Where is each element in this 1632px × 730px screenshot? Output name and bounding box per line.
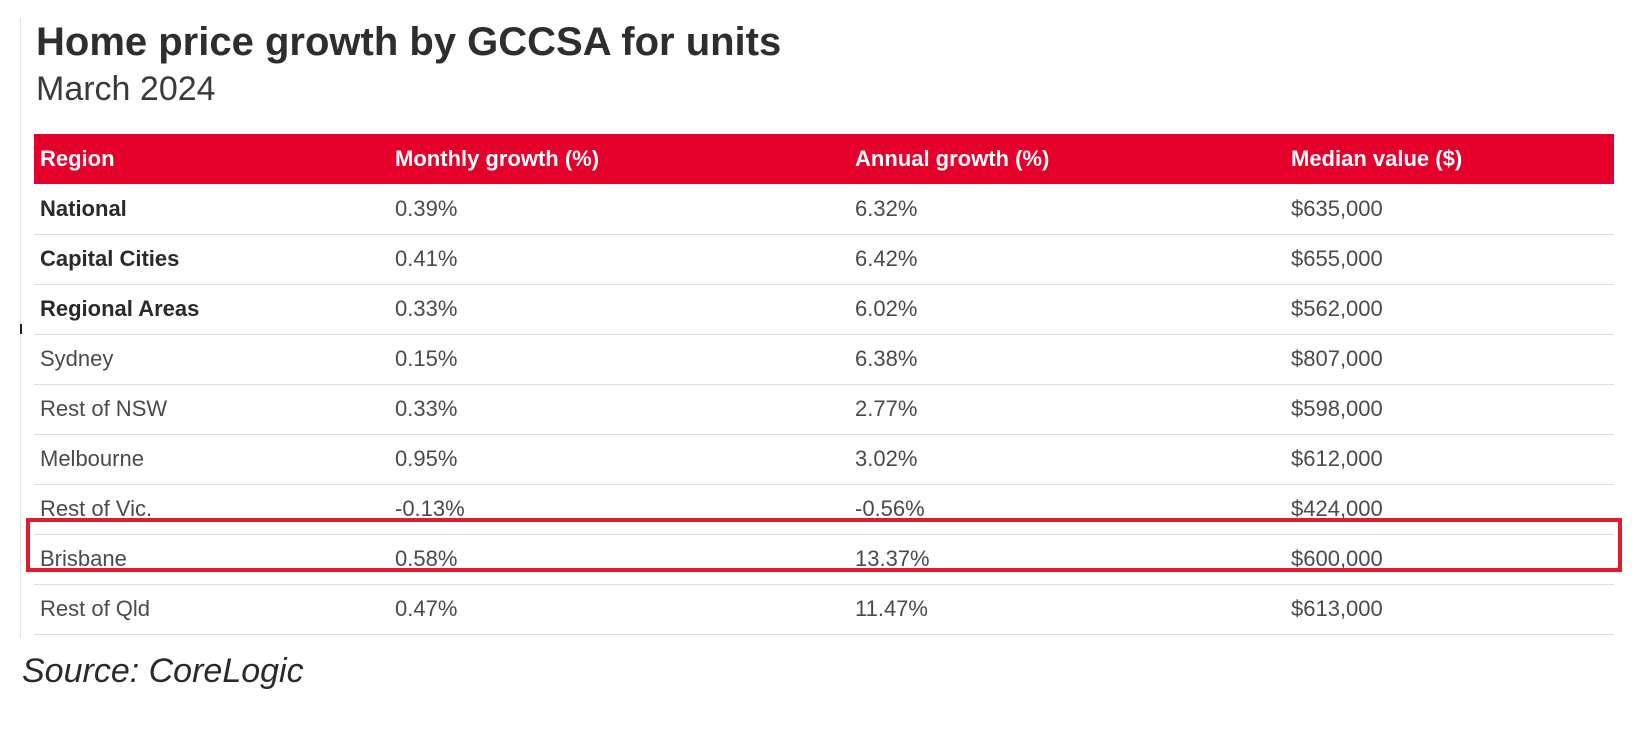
header-region: Region <box>40 146 115 171</box>
median-value-cell: $562,000 <box>1285 284 1614 335</box>
median-value-cell: $600,000 <box>1285 534 1614 585</box>
annual-growth-cell: 6.02% <box>849 284 1285 335</box>
region-cell: Sydney <box>34 334 389 385</box>
growth-table: Region Monthly growth (%) Annual growth … <box>34 134 1614 635</box>
monthly-growth-cell: -0.13% <box>389 484 849 535</box>
table-header-row: Region Monthly growth (%) Annual growth … <box>34 134 1614 184</box>
annual-growth-cell: 6.38% <box>849 334 1285 385</box>
monthly-growth-cell: 0.95% <box>389 434 849 485</box>
table-row: Rest of Vic. -0.13% -0.56% $424,000 <box>34 484 1614 535</box>
table-body: National 0.39% 6.32% $635,000 Capital Cities… <box>34 184 1614 635</box>
median-value-cell: $612,000 <box>1285 434 1614 485</box>
monthly-growth-cell: 0.33% <box>389 284 849 335</box>
region-cell: National <box>34 184 389 235</box>
monthly-growth-cell: 0.41% <box>389 234 849 285</box>
median-value-cell: $598,000 <box>1285 384 1614 435</box>
table-row: Rest of NSW 0.33% 2.77% $598,000 <box>34 384 1614 435</box>
annual-growth-cell: 6.32% <box>849 184 1285 235</box>
region-cell: Regional Areas <box>34 284 389 335</box>
header-annual-growth: Annual growth (%) <box>855 146 1050 171</box>
header-median-value: Median value ($) <box>1291 146 1463 171</box>
monthly-growth-cell: 0.47% <box>389 584 849 635</box>
annual-growth-cell: 2.77% <box>849 384 1285 435</box>
table-row: Melbourne 0.95% 3.02% $612,000 <box>34 434 1614 485</box>
table-row: Sydney 0.15% 6.38% $807,000 <box>34 334 1614 385</box>
monthly-growth-cell: 0.39% <box>389 184 849 235</box>
table-row: Capital Cities 0.41% 6.42% $655,000 <box>34 234 1614 285</box>
region-cell: Rest of NSW <box>34 384 389 435</box>
table-row: Rest of Qld 0.47% 11.47% $613,000 <box>34 584 1614 635</box>
annual-growth-cell: 13.37% <box>849 534 1285 585</box>
median-value-cell: $655,000 <box>1285 234 1614 285</box>
annual-growth-cell: 11.47% <box>849 584 1285 635</box>
median-value-cell: $807,000 <box>1285 334 1614 385</box>
monthly-growth-cell: 0.58% <box>389 534 849 585</box>
annual-growth-cell: -0.56% <box>849 484 1285 535</box>
region-cell: Rest of Qld <box>34 584 389 635</box>
source-note: Source: CoreLogic <box>22 652 304 690</box>
region-cell: Rest of Vic. <box>34 484 389 535</box>
median-value-cell: $635,000 <box>1285 184 1614 235</box>
table-row: Brisbane 0.58% 13.37% $600,000 <box>34 534 1614 585</box>
region-cell: Melbourne <box>34 434 389 485</box>
region-cell: Brisbane <box>34 534 389 585</box>
left-frame-tick <box>20 324 22 334</box>
annual-growth-cell: 3.02% <box>849 434 1285 485</box>
header-monthly-growth: Monthly growth (%) <box>395 146 600 171</box>
region-cell: Capital Cities <box>34 234 389 285</box>
chart-subtitle: March 2024 <box>36 70 216 108</box>
table-row: National 0.39% 6.32% $635,000 <box>34 184 1614 235</box>
monthly-growth-cell: 0.33% <box>389 384 849 435</box>
chart-title: Home price growth by GCCSA for units <box>36 20 782 64</box>
median-value-cell: $613,000 <box>1285 584 1614 635</box>
annual-growth-cell: 6.42% <box>849 234 1285 285</box>
table-row: Regional Areas 0.33% 6.02% $562,000 <box>34 284 1614 335</box>
monthly-growth-cell: 0.15% <box>389 334 849 385</box>
median-value-cell: $424,000 <box>1285 484 1614 535</box>
